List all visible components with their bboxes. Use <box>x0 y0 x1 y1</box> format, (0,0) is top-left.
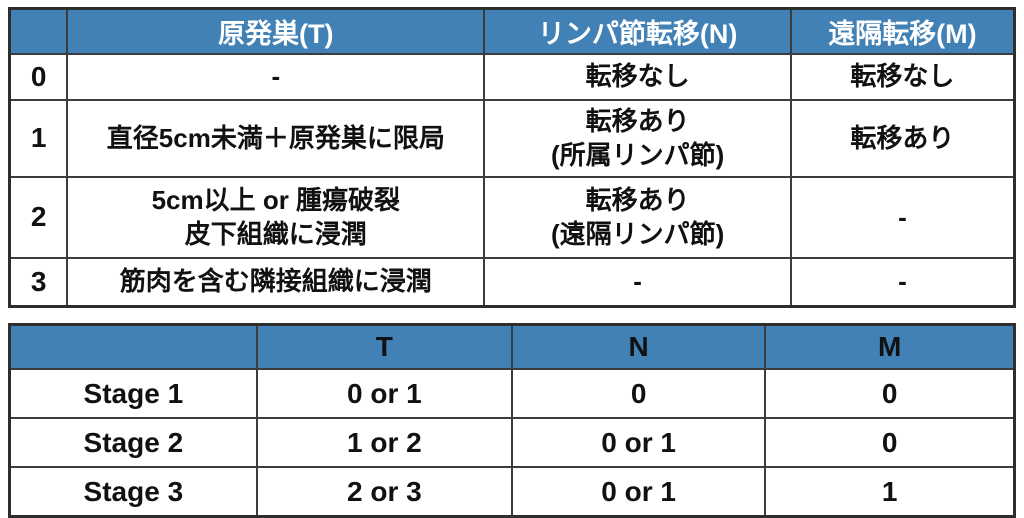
t-cell: 筋肉を含む隣接組織に浸潤 <box>66 257 486 308</box>
tnm-header-distant-metastasis: 遠隔転移(M) <box>789 7 1016 55</box>
n-cell: 転移あり (所属リンパ節) <box>483 99 792 178</box>
n-cell: 0 or 1 <box>510 466 767 518</box>
t-cell: 直径5cm未満＋原発巣に限局 <box>66 99 486 178</box>
t-cell: 0 or 1 <box>255 368 513 419</box>
t-cell: 1 or 2 <box>255 417 513 468</box>
grade-cell: 1 <box>8 99 69 178</box>
tnm-header-corner <box>8 7 69 55</box>
stage-label-cell: Stage 3 <box>8 466 258 518</box>
stage-row-3: Stage 3 2 or 3 0 or 1 1 <box>8 466 1016 518</box>
m-cell: - <box>789 257 1016 308</box>
stage-classification-table: T N M Stage 1 0 or 1 0 0 Stage 2 1 or 2 … <box>8 323 1016 518</box>
tnm-header-primary-tumor: 原発巣(T) <box>66 7 486 55</box>
tnm-row-grade-2: 2 5cm以上 or 腫瘍破裂 皮下組織に浸潤 転移あり (遠隔リンパ節) - <box>8 176 1016 259</box>
stage-header-m: M <box>764 323 1016 370</box>
tnm-row-grade-0: 0 - 転移なし 転移なし <box>8 53 1016 101</box>
tnm-definition-table: 原発巣(T) リンパ節転移(N) 遠隔転移(M) 0 - 転移なし 転移なし 1… <box>8 7 1016 308</box>
m-cell: 転移なし <box>789 53 1016 101</box>
n-cell: 0 or 1 <box>510 417 767 468</box>
m-cell: 1 <box>764 466 1016 518</box>
stage-label-cell: Stage 2 <box>8 417 258 468</box>
t-cell: 5cm以上 or 腫瘍破裂 皮下組織に浸潤 <box>66 176 486 259</box>
tnm-header-lymph-node: リンパ節転移(N) <box>483 7 792 55</box>
t-cell: 2 or 3 <box>255 466 513 518</box>
tnm-row-grade-3: 3 筋肉を含む隣接組織に浸潤 - - <box>8 257 1016 308</box>
m-cell: 転移あり <box>789 99 1016 178</box>
t-cell: - <box>66 53 486 101</box>
stage-header-t: T <box>255 323 513 370</box>
n-cell: 転移なし <box>483 53 792 101</box>
n-cell: 転移あり (遠隔リンパ節) <box>483 176 792 259</box>
tnm-header-row: 原発巣(T) リンパ節転移(N) 遠隔転移(M) <box>8 7 1016 55</box>
m-cell: 0 <box>764 368 1016 419</box>
stage-header-n: N <box>510 323 767 370</box>
n-cell: 0 <box>510 368 767 419</box>
stage-label-cell: Stage 1 <box>8 368 258 419</box>
stage-row-2: Stage 2 1 or 2 0 or 1 0 <box>8 417 1016 468</box>
grade-cell: 0 <box>8 53 69 101</box>
tnm-row-grade-1: 1 直径5cm未満＋原発巣に限局 転移あり (所属リンパ節) 転移あり <box>8 99 1016 178</box>
stage-header-row: T N M <box>8 323 1016 370</box>
stage-row-1: Stage 1 0 or 1 0 0 <box>8 368 1016 419</box>
grade-cell: 3 <box>8 257 69 308</box>
m-cell: 0 <box>764 417 1016 468</box>
m-cell: - <box>789 176 1016 259</box>
n-cell: - <box>483 257 792 308</box>
grade-cell: 2 <box>8 176 69 259</box>
stage-header-corner <box>8 323 258 370</box>
